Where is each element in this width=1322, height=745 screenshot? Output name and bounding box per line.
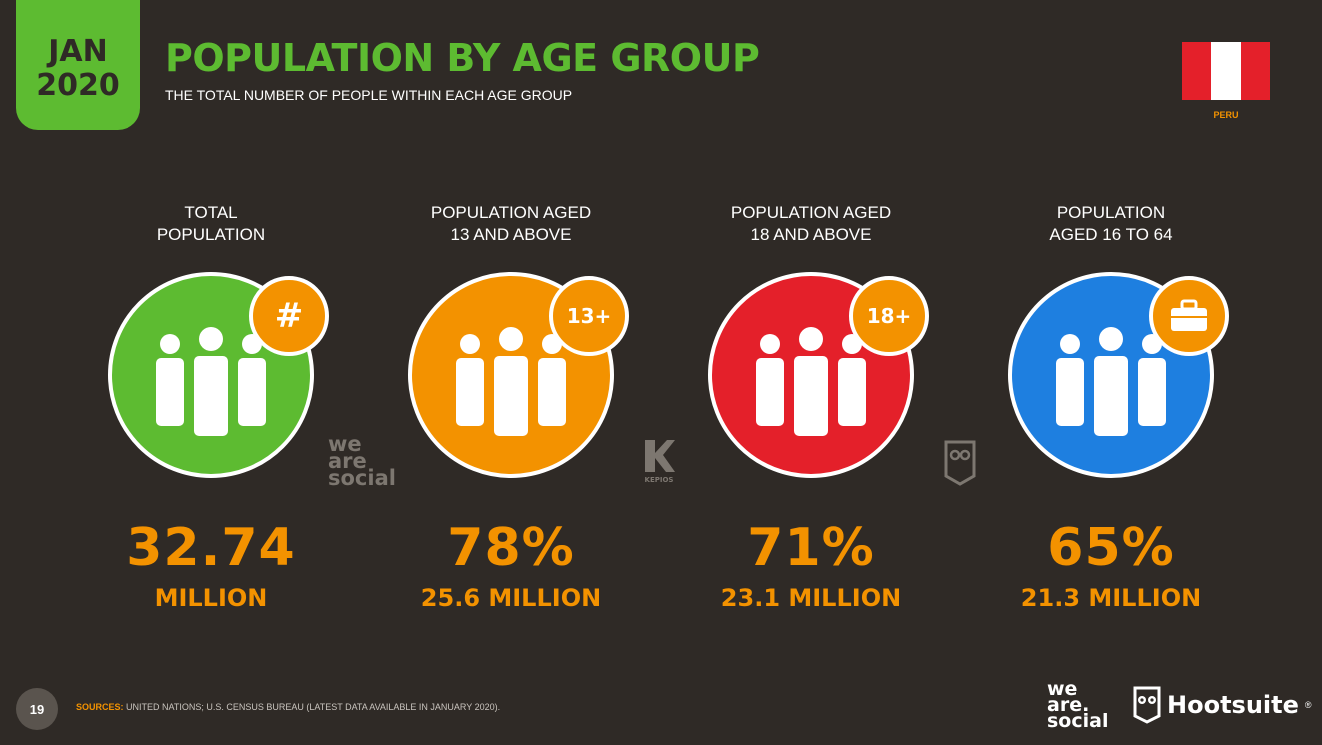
hootsuite-owl-icon bbox=[1133, 686, 1161, 724]
date-year: 2020 bbox=[36, 68, 120, 103]
people-icon bbox=[1056, 327, 1166, 436]
briefcase-icon bbox=[1149, 276, 1229, 356]
page-title: POPULATION BY AGE GROUP bbox=[165, 36, 760, 80]
stat-subvalue: 25.6 MILLION bbox=[420, 584, 602, 612]
date-month: JAN bbox=[48, 34, 108, 69]
stat-subvalue: 21.3 MILLION bbox=[1020, 584, 1202, 612]
kepios-watermark: KEPIOS bbox=[641, 438, 677, 484]
stat-subvalue: MILLION bbox=[154, 584, 268, 612]
stat-subvalue: 23.1 MILLION bbox=[720, 584, 902, 612]
stat-value: 71% bbox=[747, 518, 875, 578]
stat-value: 32.74 bbox=[126, 518, 296, 578]
sources-note: SOURCES: UNITED NATIONS; U.S. CENSUS BUR… bbox=[76, 702, 500, 712]
page-number: 19 bbox=[16, 688, 58, 730]
we-are-social-logo: we are. social bbox=[1047, 678, 1109, 732]
peru-flag-icon bbox=[1182, 42, 1270, 100]
people-icon bbox=[156, 327, 266, 436]
sources-text: UNITED NATIONS; U.S. CENSUS BUREAU (LATE… bbox=[126, 702, 501, 712]
we-are-social-watermark: we are social bbox=[328, 432, 396, 490]
stat-label: TOTAL POPULATION bbox=[156, 203, 266, 244]
stat-label: POPULATION AGED 13 AND ABOVE bbox=[430, 203, 592, 244]
hootsuite-logo: Hootsuite ® bbox=[1133, 686, 1312, 724]
hootsuite-owl-watermark bbox=[944, 440, 976, 490]
age-18-plus-icon: 18+ bbox=[849, 276, 929, 356]
stat-value: 78% bbox=[447, 518, 575, 578]
stat-label: POPULATION AGED 18 AND ABOVE bbox=[730, 203, 892, 244]
stat-value: 65% bbox=[1047, 518, 1175, 578]
registered-mark: ® bbox=[1304, 700, 1312, 710]
sources-label: SOURCES: bbox=[76, 702, 124, 712]
date-badge: JAN 2020 bbox=[16, 0, 140, 130]
flag-country-label: PERU bbox=[1213, 110, 1239, 120]
population-circle bbox=[408, 272, 614, 478]
age-13-plus-icon: 13+ bbox=[549, 276, 629, 356]
hash-icon: # bbox=[249, 276, 329, 356]
people-icon bbox=[456, 327, 566, 436]
stat-label: POPULATION AGED 16 TO 64 bbox=[1049, 203, 1173, 244]
hootsuite-wordmark: Hootsuite bbox=[1167, 691, 1299, 719]
people-icon bbox=[756, 327, 866, 436]
population-circle bbox=[708, 272, 914, 478]
page-subtitle: THE TOTAL NUMBER OF PEOPLE WITHIN EACH A… bbox=[165, 87, 573, 103]
